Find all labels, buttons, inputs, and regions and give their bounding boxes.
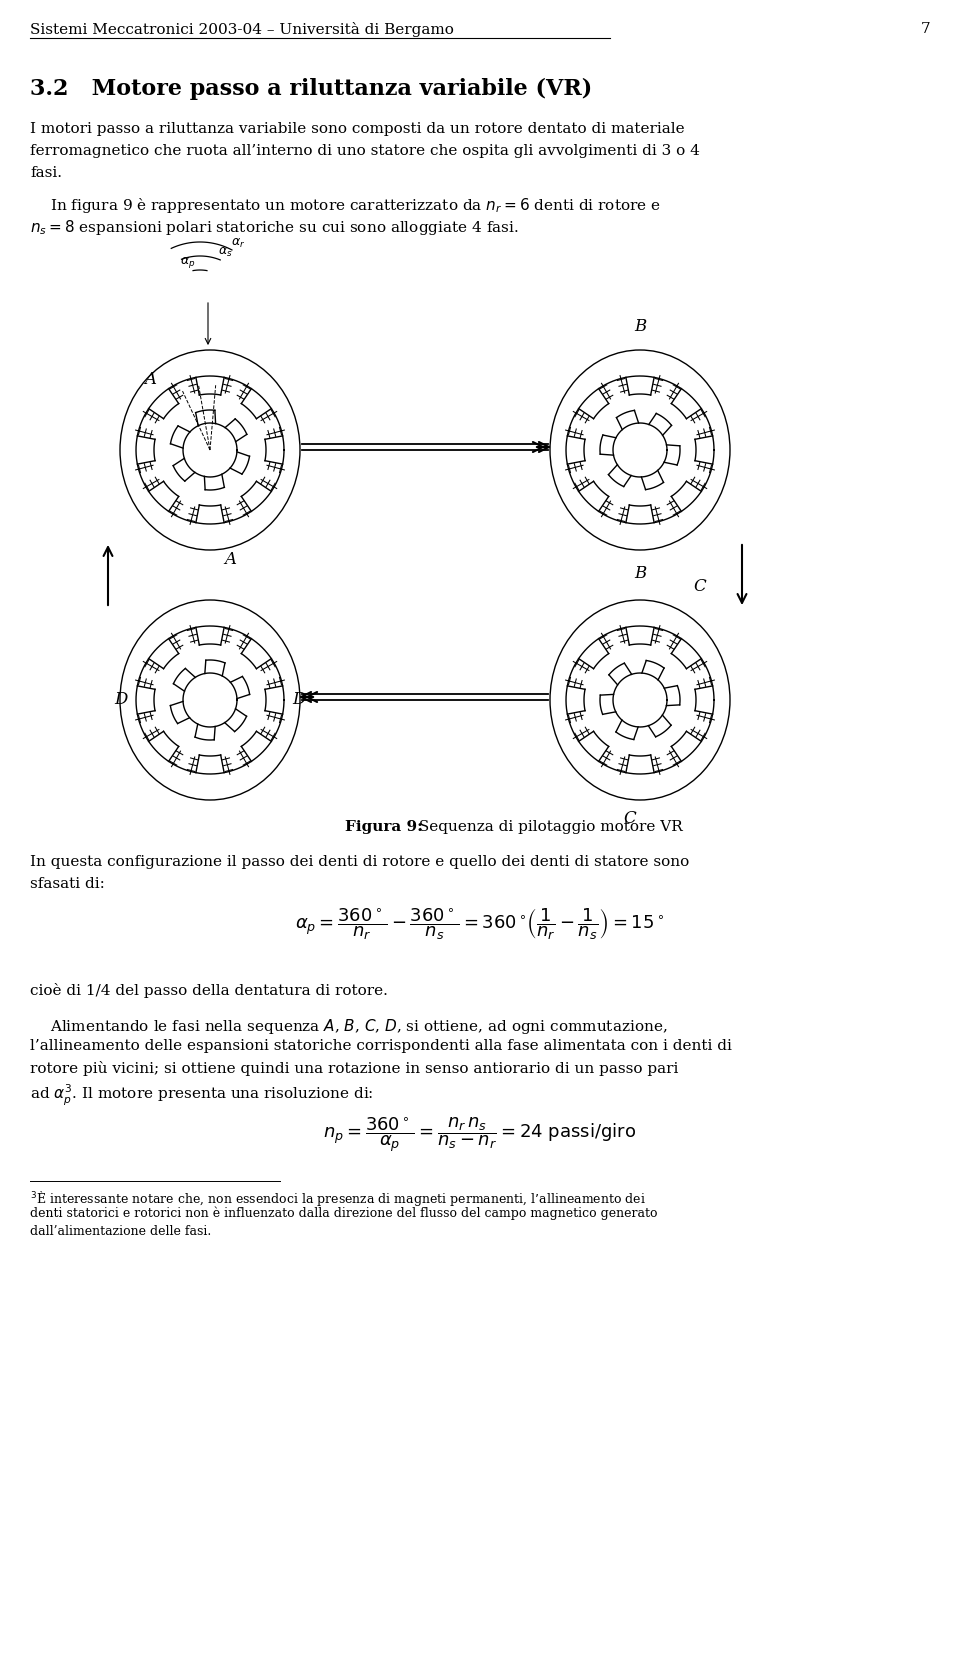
Text: $\alpha_p = \dfrac{360^\circ}{n_r} - \dfrac{360^\circ}{n_s} = 360^\circ \!\left(: $\alpha_p = \dfrac{360^\circ}{n_r} - \df… — [296, 906, 664, 942]
Text: $n_p = \dfrac{360^\circ}{\alpha_p} = \dfrac{n_r\, n_s}{n_s - n_r} = 24\ \mathrm{: $n_p = \dfrac{360^\circ}{\alpha_p} = \df… — [324, 1116, 636, 1155]
Text: In figura 9 è rappresentato un motore caratterizzato da $n_r = 6$ denti di rotor: In figura 9 è rappresentato un motore ca… — [50, 197, 660, 215]
Text: $n_s = 8$ espansioni polari statoriche su cui sono alloggiate 4 fasi.: $n_s = 8$ espansioni polari statoriche s… — [30, 218, 519, 236]
Text: ad $\alpha_p^3$. Il motore presenta una risoluzione di:: ad $\alpha_p^3$. Il motore presenta una … — [30, 1083, 373, 1108]
Text: C: C — [694, 579, 707, 595]
Text: $\alpha_s$: $\alpha_s$ — [218, 246, 233, 260]
Text: sfasati di:: sfasati di: — [30, 878, 105, 891]
Text: A: A — [144, 372, 156, 388]
Text: D: D — [114, 691, 128, 709]
Text: D: D — [292, 691, 305, 709]
Text: fasi.: fasi. — [30, 165, 62, 180]
Text: Alimentando le fasi nella sequenza $A$, $B$, $C$, $D$, si ottiene, ad ogni commu: Alimentando le fasi nella sequenza $A$, … — [50, 1017, 667, 1036]
Text: ferromagnetico che ruota all’interno di uno statore che ospita gli avvolgimenti : ferromagnetico che ruota all’interno di … — [30, 144, 700, 159]
Text: $\alpha_p$: $\alpha_p$ — [180, 255, 195, 269]
Text: rotore più vicini; si ottiene quindi una rotazione in senso antiorario di un pas: rotore più vicini; si ottiene quindi una… — [30, 1061, 679, 1076]
Text: denti statorici e rotorici non è influenzato dalla direzione del flusso del camp: denti statorici e rotorici non è influen… — [30, 1207, 658, 1220]
Text: cioè di 1/4 del passo della dentatura di rotore.: cioè di 1/4 del passo della dentatura di… — [30, 984, 388, 998]
Text: 7: 7 — [921, 21, 930, 36]
Text: In questa configurazione il passo dei denti di rotore e quello dei denti di stat: In questa configurazione il passo dei de… — [30, 855, 689, 869]
Text: Sequenza di pilotaggio motore VR: Sequenza di pilotaggio motore VR — [414, 820, 683, 835]
Text: Figura 9:: Figura 9: — [345, 820, 422, 835]
Text: 3.2   Motore passo a riluttanza variabile (VR): 3.2 Motore passo a riluttanza variabile … — [30, 78, 592, 101]
Text: dall’alimentazione delle fasi.: dall’alimentazione delle fasi. — [30, 1225, 211, 1238]
Text: $\alpha_r$: $\alpha_r$ — [231, 236, 246, 250]
Text: C: C — [624, 810, 636, 826]
Text: A: A — [224, 552, 236, 569]
Text: B: B — [634, 317, 646, 336]
Text: Sistemi Meccatronici 2003-04 – Università di Bergamo: Sistemi Meccatronici 2003-04 – Universit… — [30, 21, 454, 36]
Text: I motori passo a riluttanza variabile sono composti da un rotore dentato di mate: I motori passo a riluttanza variabile so… — [30, 122, 684, 136]
Text: l’allineamento delle espansioni statoriche corrispondenti alla fase alimentata c: l’allineamento delle espansioni statoric… — [30, 1040, 732, 1053]
Text: $^3$È interessante notare che, non essendoci la presenza di magneti permanenti, : $^3$È interessante notare che, non essen… — [30, 1189, 646, 1208]
Text: B: B — [634, 565, 646, 582]
